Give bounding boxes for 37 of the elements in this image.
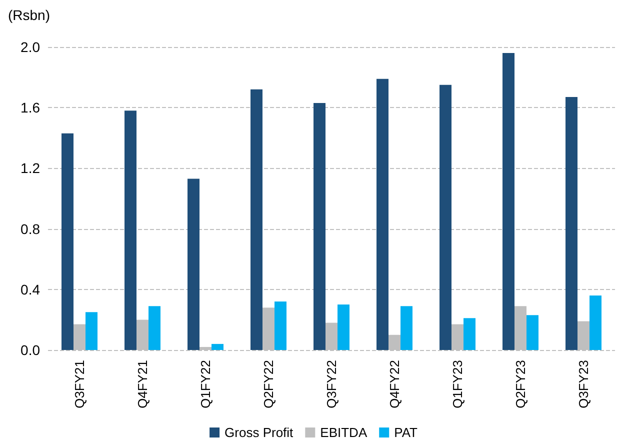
y-axis-title: (Rsbn) — [8, 7, 50, 23]
y-tick-label: 1.2 — [20, 160, 40, 176]
x-tick-label: Q2FY23 — [513, 360, 528, 408]
x-tick-label: Q4FY21 — [135, 360, 150, 408]
bar — [502, 53, 514, 350]
bar — [566, 96, 578, 350]
x-tick-label: Q1FY22 — [198, 360, 213, 408]
legend-label: Gross Profit — [224, 425, 294, 440]
bar — [86, 312, 98, 350]
bar — [590, 295, 602, 350]
bar — [148, 306, 160, 350]
x-tick-label: Q2FY22 — [261, 360, 276, 408]
x-tick-label: Q1FY23 — [450, 360, 465, 408]
bar — [274, 302, 286, 350]
bar — [188, 178, 200, 350]
legend-label: EBITDA — [320, 425, 368, 440]
bar — [400, 306, 412, 350]
bar — [250, 89, 262, 350]
x-tick-label: Q3FY23 — [576, 360, 591, 408]
bar — [62, 133, 74, 350]
x-tick-label: Q4FY22 — [387, 360, 402, 408]
bar — [464, 318, 476, 350]
legend-label: PAT — [394, 425, 418, 440]
bar — [338, 304, 350, 350]
bar — [526, 315, 538, 350]
y-tick-label: 1.6 — [20, 100, 40, 116]
y-tick-label: 0.8 — [20, 220, 40, 237]
y-tick-label: 0.4 — [20, 281, 40, 298]
bar — [314, 103, 326, 350]
bar — [376, 78, 388, 350]
bar — [124, 110, 136, 350]
y-tick-label: 2.0 — [20, 39, 40, 55]
bar — [212, 344, 224, 350]
bar — [440, 84, 452, 350]
x-tick-label: Q3FY21 — [72, 360, 87, 408]
x-tick-label: Q3FY22 — [324, 360, 339, 408]
y-tick-label: 0.0 — [20, 342, 40, 358]
